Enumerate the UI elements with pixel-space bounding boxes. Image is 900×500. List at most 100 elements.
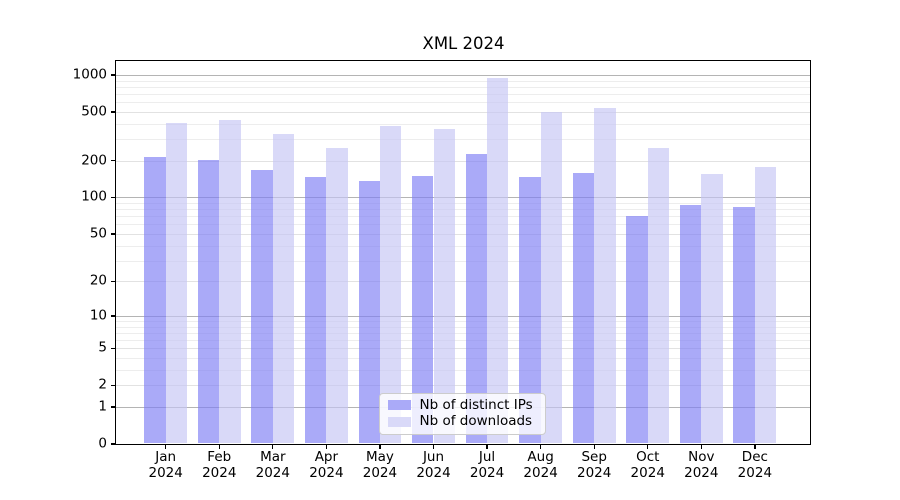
y-tick-label: 1000: [72, 66, 107, 83]
gridline-major: [116, 315, 810, 317]
gridline-minor: [116, 80, 810, 82]
bar-distinct-ips: [251, 169, 273, 444]
x-tick-label: Dec 2024: [724, 449, 786, 481]
y-tick-mark: [110, 74, 116, 76]
x-tick-label: Sep 2024: [563, 449, 625, 481]
bar-downloads: [540, 112, 562, 444]
x-tick-mark: [754, 444, 756, 450]
gridline-minor: [116, 224, 810, 226]
bar-distinct-ips: [144, 157, 166, 444]
x-tick-label: Oct 2024: [617, 449, 679, 481]
y-tick-label: 1: [98, 398, 107, 415]
x-tick-year: 2024: [684, 464, 719, 481]
y-tick-label: 0: [98, 435, 107, 452]
x-tick-month: Nov: [688, 449, 715, 465]
gridline: [116, 385, 810, 387]
gridline-minor: [116, 340, 810, 342]
x-tick-month: Mar: [260, 449, 286, 465]
x-tick-label: Nov 2024: [670, 449, 732, 481]
bar-distinct-ips: [679, 205, 702, 444]
x-tick-month: Oct: [636, 449, 660, 465]
y-tick-label: 20: [89, 272, 107, 289]
legend-swatch-downloads: [387, 416, 411, 427]
bar-downloads: [594, 108, 616, 444]
gridline-minor: [116, 102, 810, 104]
x-tick-year: 2024: [737, 464, 773, 481]
x-tick-mark: [539, 444, 542, 450]
x-tick-year: 2024: [630, 464, 665, 481]
gridline-minor: [116, 321, 810, 322]
x-tick-year: 2024: [469, 464, 505, 481]
bar-downloads: [219, 119, 241, 444]
x-tick-month: Sep: [581, 449, 607, 465]
bar-downloads: [326, 148, 348, 444]
legend-swatch-distinct-ips: [387, 400, 411, 411]
x-tick-year: 2024: [576, 464, 612, 481]
gridline-minor: [116, 203, 810, 205]
gridline-minor: [116, 139, 810, 141]
chart-title: XML 2024: [422, 34, 505, 53]
x-tick-month: Jul: [478, 449, 496, 465]
bar-downloads: [754, 166, 777, 444]
gridline-major: [116, 197, 810, 199]
gridline: [116, 233, 810, 235]
y-tick-mark: [110, 384, 116, 386]
y-tick-mark: [110, 406, 116, 408]
bar-downloads: [433, 128, 455, 444]
bar-distinct-ips: [626, 215, 648, 444]
y-tick-mark: [110, 196, 116, 199]
x-tick-mark: [218, 444, 220, 450]
gridline-minor: [116, 358, 810, 360]
x-tick-label: Jan 2024: [135, 449, 197, 481]
gridline-minor: [116, 245, 810, 247]
bar-distinct-ips: [304, 177, 327, 444]
y-tick-mark: [110, 315, 116, 317]
y-tick-label: 50: [89, 225, 107, 242]
x-tick-month: May: [365, 449, 394, 465]
x-tick-label: Aug 2024: [510, 449, 572, 481]
gridline-major: [116, 74, 810, 76]
y-tick-mark: [110, 233, 116, 235]
x-tick-mark: [379, 444, 381, 450]
y-tick-label: 2: [98, 376, 107, 393]
gridline-minor: [116, 216, 810, 218]
gridline: [116, 160, 810, 162]
x-tick-year: 2024: [362, 464, 398, 481]
x-tick-month: Feb: [207, 449, 232, 465]
y-tick-mark: [110, 280, 116, 282]
x-tick-month: Apr: [314, 449, 339, 465]
legend-item-downloads: Nb of downloads: [387, 413, 537, 429]
y-tick-mark: [110, 160, 116, 162]
bar-distinct-ips: [358, 180, 380, 444]
y-tick-label: 200: [81, 151, 107, 168]
gridline-minor: [116, 123, 810, 125]
bar-downloads: [165, 123, 188, 444]
bar-downloads: [272, 134, 295, 444]
x-tick-label: May 2024: [349, 449, 411, 481]
x-tick-year: 2024: [202, 464, 237, 481]
gridline: [116, 111, 810, 113]
gridline-minor: [116, 332, 810, 334]
bar-downloads: [379, 125, 402, 444]
y-tick-label: 10: [89, 307, 107, 324]
gridline-minor: [116, 93, 810, 95]
legend-label-downloads: Nb of downloads: [419, 413, 533, 429]
x-tick-label: Feb 2024: [188, 449, 250, 481]
bar-distinct-ips: [572, 172, 595, 444]
x-tick-year: 2024: [523, 464, 558, 481]
bar-downloads: [487, 77, 509, 444]
x-tick-month: Dec: [741, 449, 768, 465]
x-tick-label: Jun 2024: [403, 449, 465, 481]
bar-distinct-ips: [465, 154, 488, 444]
x-tick-month: Jan: [155, 449, 177, 465]
x-tick-mark: [272, 444, 274, 450]
bar-distinct-ips: [733, 206, 755, 444]
x-tick-mark: [325, 444, 328, 450]
x-tick-year: 2024: [416, 464, 451, 481]
gridline-minor: [116, 369, 810, 371]
bar-distinct-ips: [197, 159, 220, 444]
gridline: [116, 348, 810, 350]
x-tick-mark: [486, 444, 488, 450]
y-tick-mark: [110, 347, 116, 349]
